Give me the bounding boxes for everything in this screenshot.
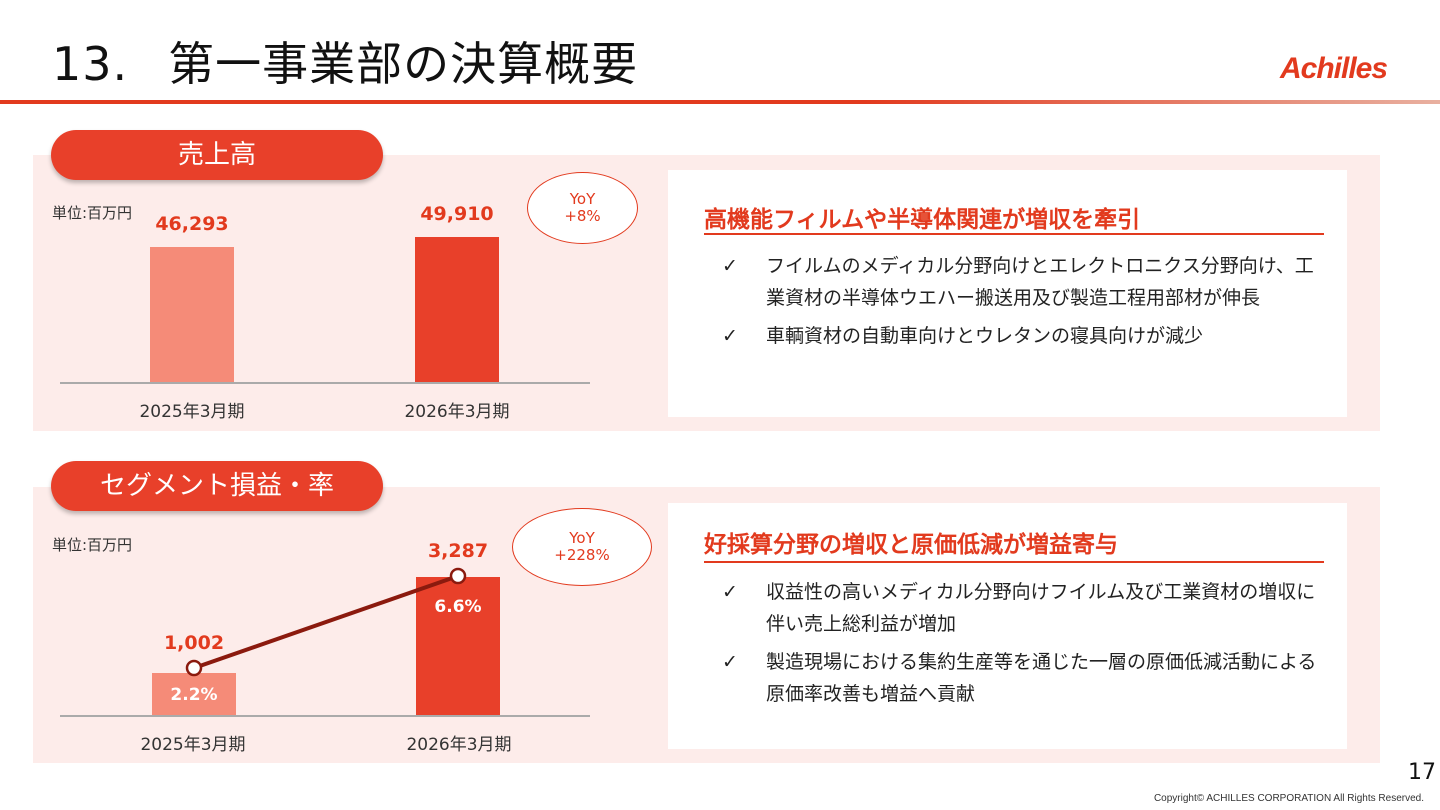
- check-icon: ✓: [722, 325, 738, 347]
- rate-point: [185, 659, 203, 677]
- segment-bar: [152, 672, 236, 715]
- list-item: ✓ 製造現場における集約生産等を通じた一層の原価低減活動による原価率改善も増益へ貢…: [722, 646, 1322, 710]
- check-icon: ✓: [722, 651, 738, 673]
- headline-rule: [704, 233, 1324, 235]
- segment-unit-label: 単位:百万円: [52, 536, 133, 554]
- segment-bullet-list: ✓ 収益性の高いメディカル分野向けフイルム及び工業資材の増収に伴い売上総利益が増加…: [722, 576, 1322, 716]
- sales-value-label: 46,293: [155, 213, 229, 236]
- yoy-value: +228%: [554, 546, 610, 564]
- segment-rate-label: 2.2%: [170, 685, 218, 705]
- sales-commentary-card: 高機能フィルムや半導体関連が増収を牽引 ✓ フイルムのメディカル分野向けとエレクト…: [668, 170, 1347, 417]
- list-item: ✓ 収益性の高いメディカル分野向けフイルム及び工業資材の増収に伴い売上総利益が増加: [722, 576, 1322, 640]
- segment-headline: 好採算分野の増収と原価低減が増益寄与: [704, 532, 1118, 558]
- yoy-label: YoY: [569, 190, 596, 208]
- check-icon: ✓: [722, 581, 738, 603]
- segment-baseline: [60, 715, 590, 717]
- achilles-logo: Achilles: [1280, 52, 1388, 85]
- sales-unit-label: 単位:百万円: [52, 204, 133, 222]
- segment-value-label: 3,287: [427, 540, 489, 562]
- segment-x-label: 2025年3月期: [140, 735, 246, 755]
- sales-value-label: 49,910: [420, 202, 494, 225]
- segment-rate-label: 6.6%: [434, 596, 482, 617]
- segment-yoy-badge: YoY +228%: [512, 508, 652, 586]
- sales-bar: [150, 247, 234, 382]
- segment-section-label: セグメント損益・率: [51, 461, 383, 511]
- rate-trend-line: [193, 574, 459, 670]
- segment-commentary-card: 好採算分野の増収と原価低減が増益寄与 ✓ 収益性の高いメディカル分野向けフイルム及…: [668, 503, 1347, 749]
- sales-headline: 高機能フィルムや半導体関連が増収を牽引: [704, 207, 1141, 233]
- section-title: 第一事業部の決算概要: [168, 37, 639, 91]
- segment-x-label: 2026年3月期: [406, 735, 512, 755]
- sales-section-label: 売上高: [51, 130, 383, 180]
- segment-value-label: 1,002: [163, 632, 225, 654]
- rate-point: [449, 567, 467, 585]
- list-item: ✓ 車輌資材の自動車向けとウレタンの寝具向けが減少: [722, 320, 1322, 352]
- sales-baseline: [60, 382, 590, 384]
- section-number: 13.: [52, 37, 129, 91]
- page-title: 13. 第一事業部の決算概要: [52, 28, 638, 94]
- segment-bar: [416, 576, 500, 715]
- check-icon: ✓: [722, 255, 738, 277]
- sales-yoy-badge: YoY +8%: [527, 172, 638, 244]
- copyright-notice: Copyright© ACHILLES CORPORATION All Righ…: [1153, 793, 1424, 804]
- sales-x-label: 2026年3月期: [404, 402, 510, 422]
- sales-x-label: 2025年3月期: [139, 402, 245, 422]
- yoy-label: YoY: [569, 529, 595, 547]
- sales-bar: [415, 236, 499, 382]
- sales-bullet-list: ✓ フイルムのメディカル分野向けとエレクトロニクス分野向け、工業資材の半導体ウエハ…: [722, 250, 1322, 358]
- list-item: ✓ フイルムのメディカル分野向けとエレクトロニクス分野向け、工業資材の半導体ウエハ…: [722, 250, 1322, 314]
- page-number: 17: [1408, 760, 1436, 785]
- yoy-value: +8%: [564, 207, 601, 225]
- header-rule: [0, 100, 1440, 104]
- segment-rate-line: [185, 567, 467, 677]
- headline-rule: [704, 561, 1324, 563]
